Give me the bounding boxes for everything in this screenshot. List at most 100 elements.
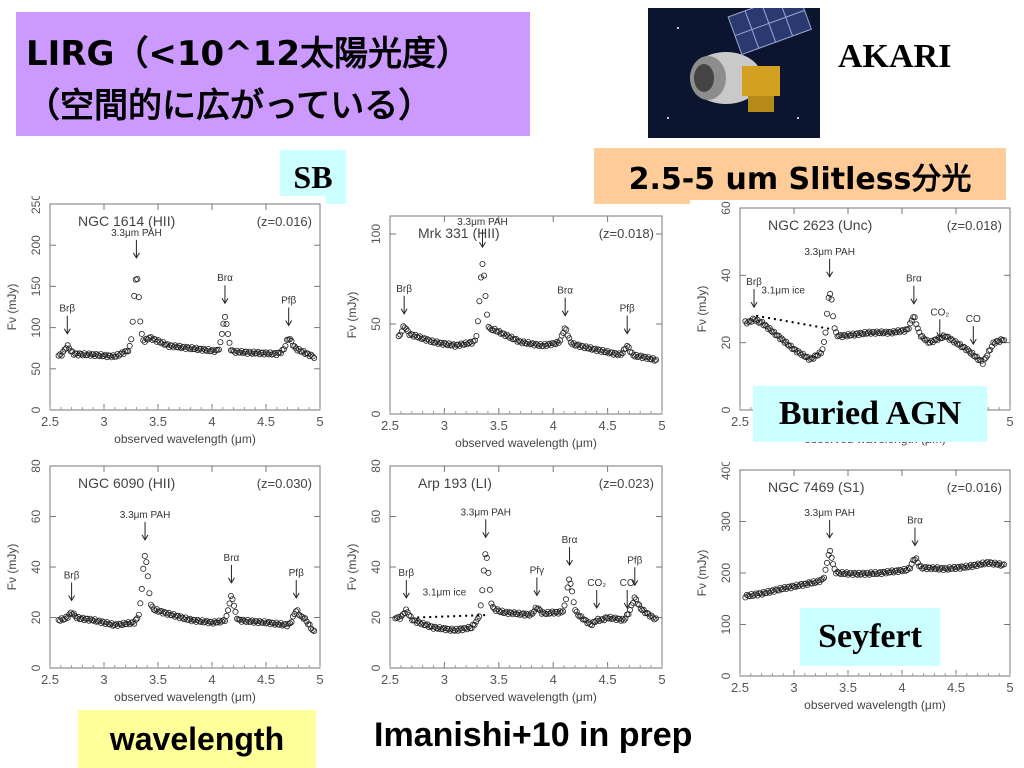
credit-text: Imanishi+10 in prep — [374, 716, 693, 754]
y-tick-label: 40 — [29, 560, 43, 574]
data-point — [920, 564, 927, 571]
data-point — [123, 620, 130, 627]
data-point — [567, 339, 574, 346]
data-point — [439, 625, 446, 632]
x-tick-label: 2.5 — [731, 680, 749, 695]
data-point — [502, 609, 509, 616]
data-point — [462, 625, 469, 632]
x-tick-label: 4.5 — [257, 672, 275, 687]
data-point — [540, 609, 547, 616]
data-point — [129, 318, 136, 325]
slide-title-box: LIRG（<10^12太陽光度） （空間的に広がっている） — [16, 12, 530, 136]
x-tick-label: 2.5 — [41, 672, 59, 687]
satellite-name: AKARI — [838, 38, 952, 75]
data-point — [569, 341, 576, 348]
akari-satellite-image — [648, 8, 820, 138]
data-point — [416, 619, 423, 626]
data-point — [926, 339, 933, 346]
data-point — [566, 335, 573, 342]
feature-label: 3.3μm PAH — [111, 228, 162, 239]
data-point — [842, 570, 849, 577]
y-axis-label: Fν (mJy) — [695, 286, 709, 333]
data-point — [884, 568, 891, 575]
slitless-spectroscopy-label: 2.5-5 um Slitless分光 — [594, 148, 1006, 204]
data-point — [280, 346, 287, 353]
data-point — [637, 605, 644, 612]
data-point — [230, 348, 237, 355]
data-point — [410, 333, 417, 340]
feature-arrowhead — [533, 590, 541, 597]
data-point — [994, 337, 1001, 344]
data-point — [218, 330, 225, 337]
data-point — [168, 612, 175, 619]
data-point — [81, 350, 88, 357]
data-point — [816, 349, 823, 356]
data-point — [66, 611, 73, 618]
data-point — [137, 318, 144, 325]
data-point — [302, 615, 309, 622]
data-point — [579, 616, 586, 623]
data-point — [131, 620, 138, 627]
data-point — [887, 569, 894, 576]
data-point — [763, 323, 770, 330]
feature-arrowhead — [482, 532, 490, 539]
data-point — [864, 329, 871, 336]
data-point — [253, 350, 260, 357]
data-point — [212, 619, 219, 626]
data-point — [935, 566, 942, 573]
data-point — [564, 584, 571, 591]
y-tick-label: 100 — [29, 317, 43, 337]
data-point — [211, 348, 218, 355]
y-axis-label: Fν (mJy) — [5, 284, 19, 331]
data-point — [483, 554, 490, 561]
feature-label: CO — [620, 578, 635, 589]
data-point — [751, 316, 758, 323]
data-point — [870, 329, 877, 336]
data-point — [535, 342, 542, 349]
data-point — [291, 611, 298, 618]
ice-feature-label: 3.1μm ice — [423, 588, 467, 599]
chart-title: Arp 193 (LI) — [418, 475, 492, 491]
data-point — [839, 569, 846, 576]
data-point — [793, 349, 800, 356]
data-point — [85, 617, 92, 624]
data-point — [240, 350, 247, 357]
data-point — [537, 341, 544, 348]
slide-title-line2: （空間的に広がっている） — [26, 86, 433, 126]
spectrum-chart-ngc6090: 2.5 3 3.5 4 4.5 5 0 20 40 60 80 observed wavelength… — [5, 459, 324, 704]
data-point — [907, 320, 914, 327]
y-tick-label: 20 — [719, 336, 733, 350]
data-point — [870, 571, 877, 578]
data-point — [946, 564, 953, 571]
feature-label: Pfβ — [620, 304, 635, 315]
feature-arrowhead — [826, 271, 834, 278]
data-point — [895, 327, 902, 334]
data-point — [435, 625, 442, 632]
data-point — [798, 580, 805, 587]
y-tick-label: 0 — [369, 664, 383, 671]
data-point — [64, 342, 71, 349]
data-point — [972, 561, 979, 568]
data-point — [87, 615, 94, 622]
data-point — [418, 621, 425, 628]
x-tick-label: 5 — [1006, 680, 1013, 695]
spectrum-panel-ngc6090: 2.5 3 3.5 4 4.5 5 0 20 40 60 80 observed wavelength… — [0, 458, 326, 710]
data-point — [241, 617, 248, 624]
data-point — [185, 616, 192, 623]
data-point — [541, 340, 548, 347]
plot-frame — [389, 465, 663, 669]
data-point — [455, 341, 462, 348]
y-tick-label: 200 — [29, 235, 43, 255]
data-point — [135, 611, 142, 618]
data-point — [961, 344, 968, 351]
data-point — [920, 335, 927, 342]
feature-arrowhead — [68, 595, 76, 602]
data-point — [505, 333, 512, 340]
data-point — [876, 330, 883, 337]
feature-label: 3.3μm PAH — [457, 217, 508, 228]
ice-feature-label: 3.1μm ice — [761, 286, 805, 297]
feature-label: 3.3μm PAH — [804, 247, 855, 258]
data-point — [973, 353, 980, 360]
feature-label: Brβ — [398, 568, 414, 579]
